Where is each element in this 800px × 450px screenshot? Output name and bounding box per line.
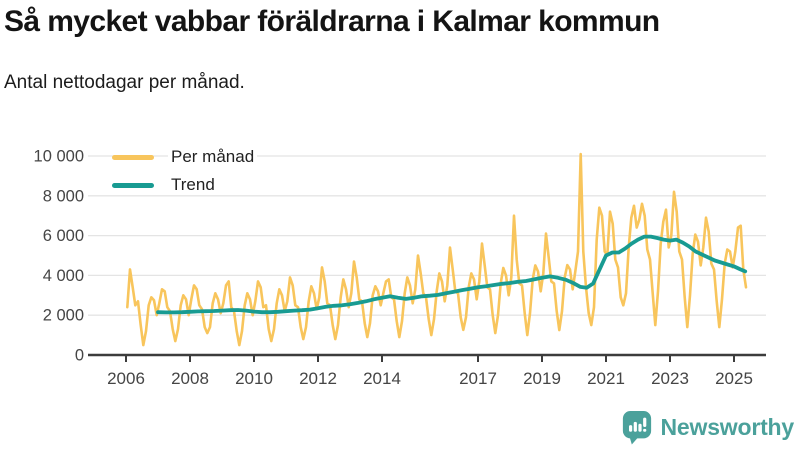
x-tick-label: 2025 [715,369,753,388]
x-tick-label: 2010 [235,369,273,388]
y-tick-label: 8 000 [43,187,84,205]
y-tick-label: 2 000 [43,307,84,325]
y-tick-label: 6 000 [43,227,84,245]
x-tick-label: 2012 [299,369,337,388]
legend-swatch-trend [112,182,154,188]
legend-item-trend: Trend [112,174,257,196]
legend-swatch-per-manad [112,154,154,160]
series-line-trend [156,234,748,315]
y-tick-label: 4 000 [43,267,84,285]
x-tick-label: 2014 [363,369,401,388]
bar-chart-speech-bubble-icon [622,411,651,445]
chart-subtitle: Antal nettodagar per månad. [4,72,245,93]
y-tick-label: 0 [75,347,84,365]
x-tick-label: 2008 [171,369,209,388]
x-tick-label: 2017 [459,369,497,388]
series-line-per-manad [126,152,748,347]
chart-legend: Per månad Trend [112,146,258,196]
x-tick-label: 2023 [651,369,689,388]
legend-item-per-manad: Per månad [112,146,258,168]
legend-label-per-manad: Per månad [168,147,258,167]
x-tick-label: 2006 [107,369,145,388]
newsworthy-logo: Newsworthy [621,409,794,446]
x-tick-label: 2021 [587,369,625,388]
chart-title: Så mycket vabbar föräldrarna i Kalmar ko… [4,5,660,38]
legend-label-trend: Trend [168,175,218,195]
y-tick-label: 10 000 [34,148,84,166]
x-tick-label: 2019 [523,369,561,388]
newsworthy-wordmark: Newsworthy [660,414,795,440]
